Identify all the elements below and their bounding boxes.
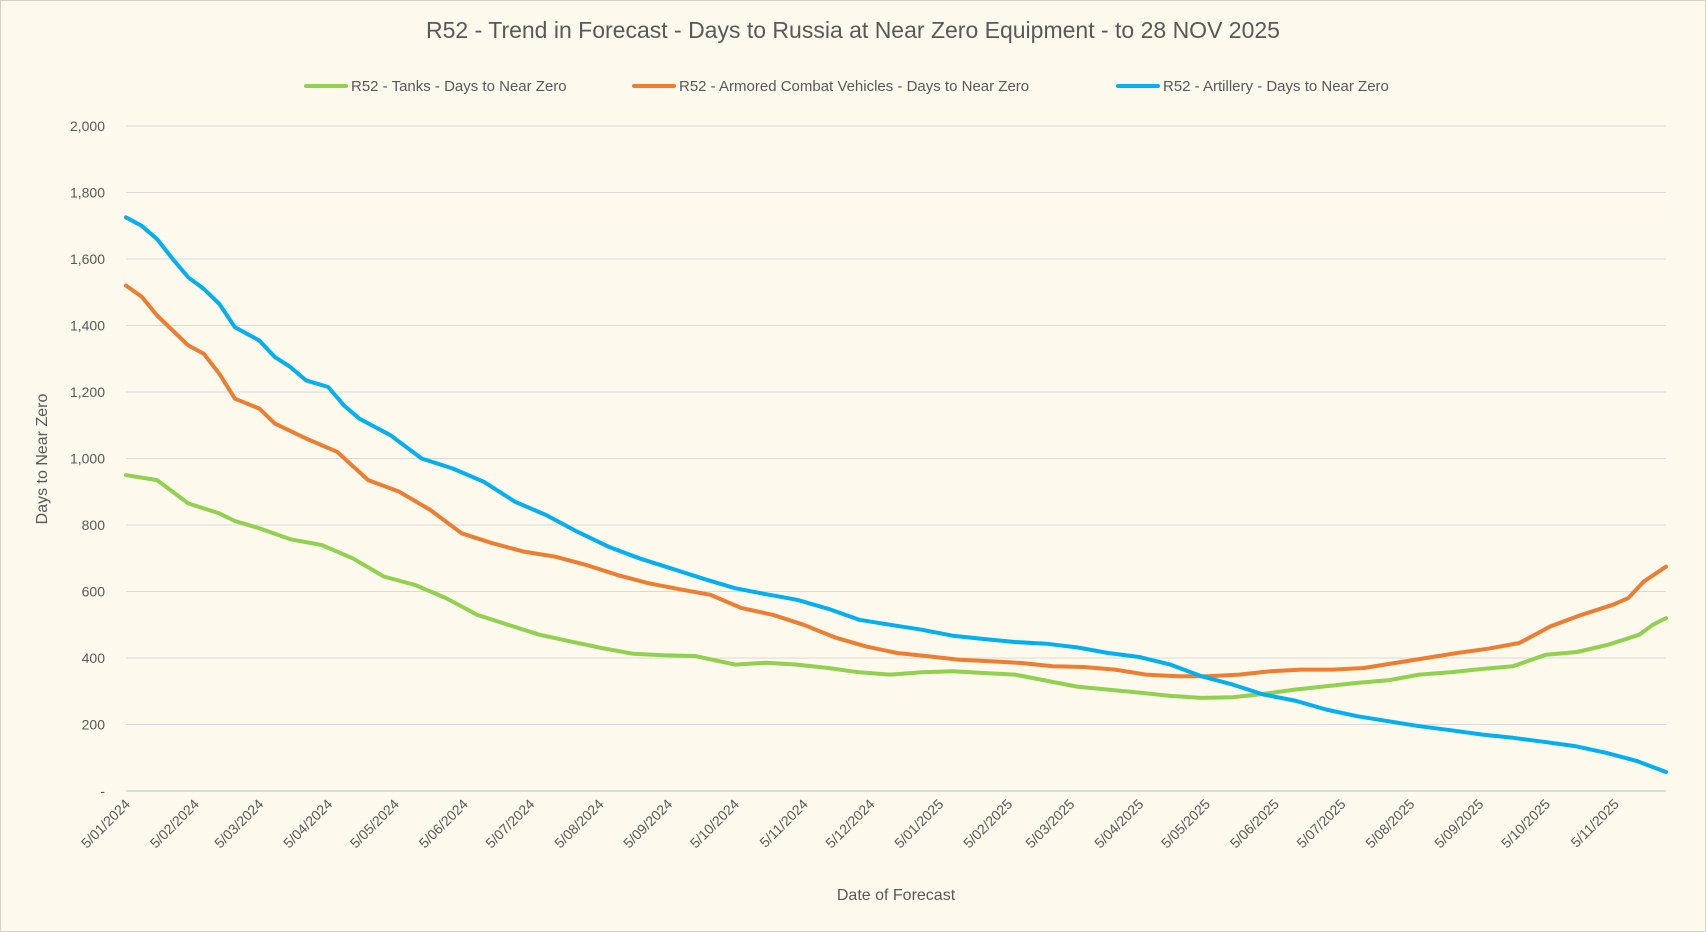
x-tick-label: 5/08/2024	[551, 796, 607, 852]
legend-label: R52 - Armored Combat Vehicles - Days to …	[679, 78, 1029, 95]
x-tick-label: 5/10/2024	[687, 796, 743, 852]
series-lines	[124, 215, 1668, 774]
y-tick-label: 1,000	[70, 451, 105, 467]
x-tick-label: 5/03/2024	[211, 796, 267, 852]
y-tick-label: 400	[82, 650, 106, 666]
x-tick-label: 5/03/2025	[1022, 796, 1078, 852]
x-tick-label: 5/12/2024	[822, 796, 878, 852]
y-tick-label: 1,800	[70, 185, 105, 201]
x-axis-label: Date of Forecast	[837, 887, 956, 904]
x-tick-label: 5/10/2025	[1498, 796, 1554, 852]
y-tick-label: 2,000	[70, 118, 105, 134]
x-tick-label: 5/04/2025	[1091, 796, 1147, 852]
x-tick-label: 5/11/2024	[756, 796, 811, 851]
x-tick-label: 5/07/2025	[1293, 796, 1349, 852]
x-tick-label: 5/07/2024	[482, 796, 538, 852]
x-tick-label: 5/08/2025	[1362, 796, 1418, 852]
x-tick-label: 5/06/2024	[416, 796, 472, 852]
y-tick-label: 200	[82, 717, 106, 733]
y-tick-label: 800	[82, 517, 106, 533]
series-line-1	[124, 473, 1668, 700]
series-line-3	[124, 215, 1668, 774]
chart-title: R52 - Trend in Forecast - Days to Russia…	[426, 17, 1280, 43]
x-axis-ticks: 5/01/2024 5/02/2024 5/03/2024 5/04/2024 5/05…	[78, 796, 1622, 852]
x-tick-label: 5/06/2025	[1227, 796, 1283, 852]
legend-label: R52 - Artillery - Days to Near Zero	[1163, 78, 1389, 95]
x-tick-label: 5/09/2025	[1431, 796, 1487, 852]
y-axis-label: Days to Near Zero	[34, 394, 51, 525]
x-tick-label: 5/02/2024	[147, 796, 203, 852]
y-tick-label: 600	[82, 584, 106, 600]
x-tick-label: 5/11/2025	[1567, 796, 1622, 851]
y-tick-label: 1,200	[70, 384, 105, 400]
series-line-2	[124, 283, 1668, 679]
x-tick-label: 5/02/2025	[960, 796, 1016, 852]
x-tick-label: 5/05/2024	[347, 796, 403, 852]
x-tick-label: 5/01/2025	[891, 796, 947, 852]
x-tick-label: 5/09/2024	[620, 796, 676, 852]
legend: R52 - Tanks - Days to Near Zero R52 - Arm…	[304, 78, 1389, 95]
y-tick-label: -	[100, 783, 105, 799]
x-tick-label: 5/04/2024	[280, 796, 336, 852]
legend-label: R52 - Tanks - Days to Near Zero	[351, 78, 567, 95]
x-tick-label: 5/05/2025	[1158, 796, 1214, 852]
gridlines	[126, 125, 1666, 725]
y-tick-label: 1,400	[70, 318, 105, 334]
y-axis-ticks: - 200 400 600 800 1,000 1,200 1,400 1,600 1,800 2,…	[70, 118, 105, 799]
y-tick-label: 1,600	[70, 251, 105, 267]
x-tick-label: 5/01/2024	[78, 796, 134, 852]
